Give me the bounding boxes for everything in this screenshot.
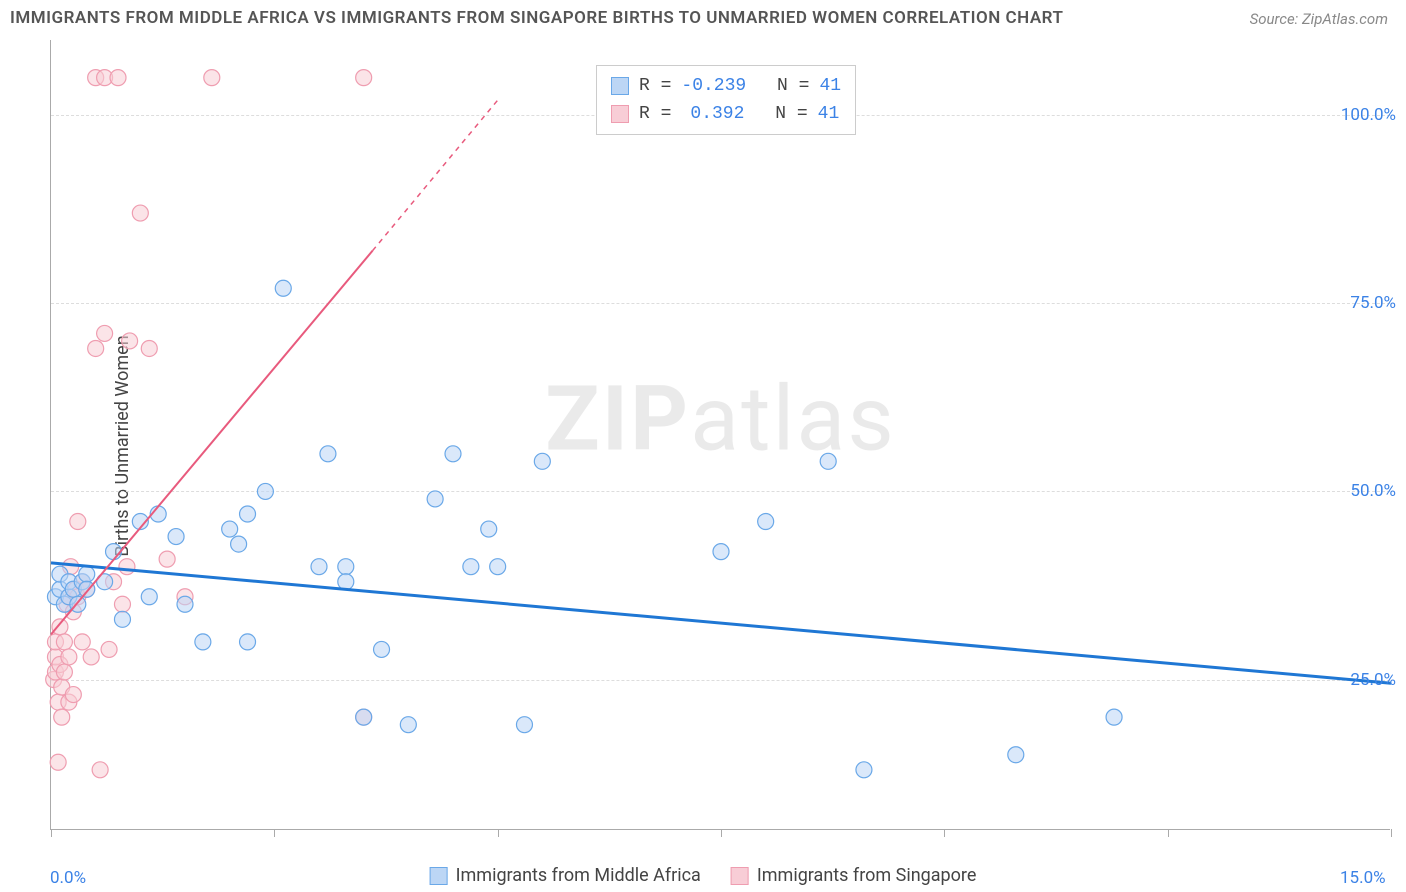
- r-value-b: 0.392: [681, 104, 744, 124]
- correlation-chart: IMMIGRANTS FROM MIDDLE AFRICA VS IMMIGRA…: [0, 0, 1406, 892]
- data-point: [400, 717, 416, 733]
- data-point: [427, 491, 443, 507]
- data-point: [168, 529, 184, 545]
- bottom-legend-a-label: Immigrants from Middle Africa: [456, 865, 701, 886]
- data-point: [222, 521, 238, 537]
- data-point: [141, 589, 157, 605]
- tick-v: [1391, 829, 1392, 837]
- tick-v: [274, 829, 275, 837]
- data-point: [92, 762, 108, 778]
- chart-title: IMMIGRANTS FROM MIDDLE AFRICA VS IMMIGRA…: [10, 8, 1063, 28]
- data-point: [1106, 709, 1122, 725]
- swatch-series-a: [611, 77, 629, 95]
- y-tick-label: 50.0%: [1350, 481, 1396, 501]
- data-point: [122, 333, 138, 349]
- legend-row-a: R = -0.239 N = 41: [611, 72, 841, 100]
- correlation-legend: R = -0.239 N = 41 R = 0.392 N = 41: [596, 65, 856, 135]
- plot-svg: [51, 40, 1390, 829]
- data-point: [516, 717, 532, 733]
- swatch-series-b: [611, 105, 629, 123]
- data-point: [758, 514, 774, 530]
- swatch-b-icon: [731, 867, 749, 885]
- tick-v: [944, 829, 945, 837]
- data-point: [56, 634, 72, 650]
- data-point: [114, 611, 130, 627]
- n-label-b: N =: [775, 104, 807, 124]
- n-value-a: 41: [819, 76, 841, 96]
- data-point: [83, 649, 99, 665]
- tick-v: [498, 829, 499, 837]
- data-point: [1008, 747, 1024, 763]
- data-point: [204, 70, 220, 86]
- data-point: [195, 634, 211, 650]
- trend-line: [51, 563, 1391, 683]
- data-point: [114, 596, 130, 612]
- data-point: [240, 506, 256, 522]
- data-point: [338, 559, 354, 575]
- data-point: [338, 574, 354, 590]
- r-label-a: R =: [639, 76, 671, 96]
- data-point: [56, 664, 72, 680]
- tick-v: [721, 829, 722, 837]
- n-value-b: 41: [818, 104, 840, 124]
- data-point: [356, 70, 372, 86]
- trend-line: [373, 100, 498, 250]
- data-point: [141, 340, 157, 356]
- data-point: [110, 70, 126, 86]
- swatch-a-icon: [430, 867, 448, 885]
- data-point: [320, 446, 336, 462]
- data-point: [463, 559, 479, 575]
- data-point: [61, 649, 77, 665]
- r-label-b: R =: [639, 104, 671, 124]
- data-point: [74, 634, 90, 650]
- x-tick-label: 15.0%: [1340, 868, 1386, 888]
- bottom-legend-b-label: Immigrants from Singapore: [757, 865, 977, 886]
- plot-area: ZIPatlas R = -0.239 N = 41 R = 0.392 N =…: [50, 40, 1390, 830]
- data-point: [490, 559, 506, 575]
- bottom-legend-b: Immigrants from Singapore: [731, 865, 977, 886]
- y-tick-label: 100.0%: [1341, 105, 1396, 125]
- data-point: [481, 521, 497, 537]
- data-point: [132, 205, 148, 221]
- data-point: [356, 709, 372, 725]
- data-point: [177, 596, 193, 612]
- data-point: [311, 559, 327, 575]
- data-point: [52, 619, 68, 635]
- data-point: [159, 551, 175, 567]
- data-point: [713, 544, 729, 560]
- n-label-a: N =: [777, 76, 809, 96]
- source-label: Source: ZipAtlas.com: [1250, 10, 1388, 28]
- data-point: [79, 566, 95, 582]
- tick-v: [51, 829, 52, 837]
- legend-row-b: R = 0.392 N = 41: [611, 100, 841, 128]
- data-point: [101, 641, 117, 657]
- bottom-legend-a: Immigrants from Middle Africa: [430, 865, 701, 886]
- y-tick-label: 75.0%: [1350, 293, 1396, 313]
- data-point: [275, 280, 291, 296]
- data-point: [119, 559, 135, 575]
- data-point: [820, 453, 836, 469]
- r-value-a: -0.239: [681, 76, 746, 96]
- data-point: [257, 483, 273, 499]
- y-tick-label: 25.0%: [1350, 670, 1396, 690]
- data-point: [374, 641, 390, 657]
- x-tick-label: 0.0%: [50, 868, 86, 888]
- data-point: [231, 536, 247, 552]
- data-point: [88, 340, 104, 356]
- data-point: [97, 325, 113, 341]
- bottom-legend: Immigrants from Middle Africa Immigrants…: [430, 865, 977, 886]
- data-point: [70, 514, 86, 530]
- tick-v: [1168, 829, 1169, 837]
- data-point: [445, 446, 461, 462]
- data-point: [50, 754, 66, 770]
- data-point: [54, 709, 70, 725]
- data-point: [65, 687, 81, 703]
- data-point: [534, 453, 550, 469]
- data-point: [856, 762, 872, 778]
- data-point: [240, 634, 256, 650]
